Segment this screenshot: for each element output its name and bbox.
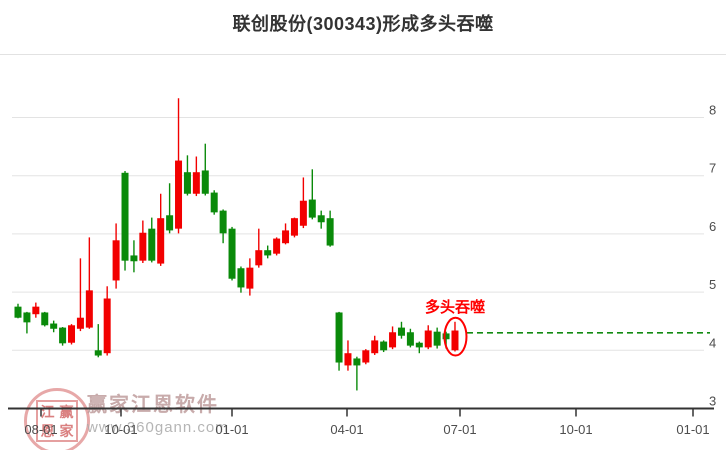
page-title: 联创股份(300343)形成多头吞噬 (232, 14, 494, 34)
candle-body (148, 228, 156, 261)
y-axis-tick-label: 4 (709, 335, 716, 350)
candle-body (32, 306, 40, 315)
x-axis-tick-label: 04-01 (330, 422, 363, 437)
x-axis-tick-label: 10-01 (559, 422, 592, 437)
candle-body (94, 350, 102, 356)
candle-body (362, 350, 370, 363)
x-axis-tick-label: 01-01 (676, 422, 709, 437)
candle-body (192, 172, 200, 194)
candle-body (433, 331, 441, 346)
candle-body (41, 312, 49, 326)
candle-body (219, 210, 227, 234)
candle-body (282, 230, 290, 244)
candle-body (85, 290, 93, 328)
x-axis-tick-label: 01-01 (215, 422, 248, 437)
candle-body (166, 215, 174, 231)
candle-body (210, 192, 218, 213)
candle-body (326, 218, 334, 246)
candle-body (424, 330, 432, 348)
candle-body (14, 306, 22, 318)
candle-body (68, 325, 76, 343)
candle-body (371, 340, 379, 354)
highlight-ellipse (443, 316, 468, 357)
candle-body (175, 160, 183, 229)
candle-body (103, 298, 111, 354)
y-axis-tick-label: 6 (709, 219, 716, 234)
candle-body (397, 327, 405, 336)
candle-body (380, 341, 388, 351)
candle-body (317, 215, 325, 223)
candle-body (406, 332, 414, 346)
candle-body (237, 268, 245, 288)
candle-body (228, 228, 236, 279)
candle-body (442, 333, 450, 340)
candle-body (415, 342, 423, 348)
x-axis-tick-label: 07-01 (443, 422, 476, 437)
candle-body (273, 238, 281, 254)
candle-body (264, 250, 272, 256)
candle-body (157, 218, 165, 264)
pattern-annotation-label: 多头吞噬 (425, 298, 485, 316)
candle-body (112, 240, 120, 281)
y-axis-tick-label: 7 (709, 161, 716, 176)
candle-body (130, 255, 138, 262)
candle-body (353, 358, 361, 366)
candle-body (335, 312, 343, 363)
candle-body (23, 312, 31, 323)
title-separator (0, 54, 726, 55)
candle-body (299, 200, 307, 226)
candle-body (389, 332, 397, 348)
candle-body (308, 199, 316, 218)
candle-body (50, 323, 58, 329)
y-axis-tick-label: 8 (709, 103, 716, 118)
candle-body (76, 317, 84, 329)
candle-body (290, 218, 298, 236)
candle-body (246, 267, 254, 289)
candle-body (139, 232, 147, 261)
candle-body (121, 172, 129, 261)
candle-body (183, 172, 191, 194)
y-axis-tick-label: 3 (709, 394, 716, 409)
y-axis-tick-label: 5 (709, 277, 716, 292)
candle-body (59, 327, 67, 344)
candle-body (344, 353, 352, 366)
candle-body (201, 170, 209, 194)
candle-body (255, 250, 263, 266)
candle-body (451, 330, 459, 351)
x-axis-tick-label: 10-01 (104, 422, 137, 437)
x-axis-tick-label: 08-01 (24, 422, 57, 437)
